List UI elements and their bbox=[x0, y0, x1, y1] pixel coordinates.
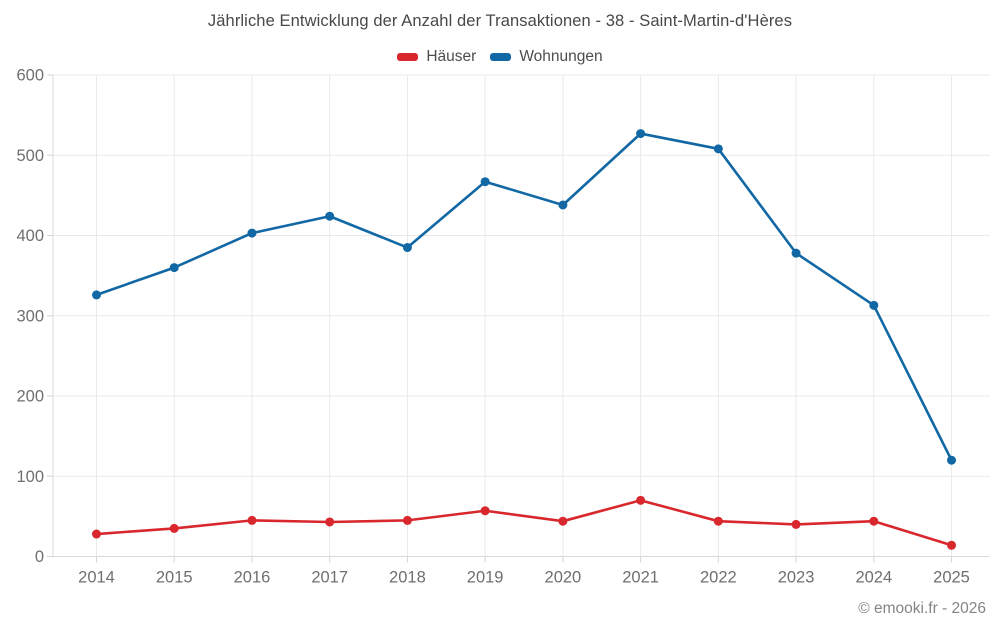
y-tick-label: 100 bbox=[16, 468, 44, 486]
data-point-wohnungen-2015[interactable] bbox=[169, 263, 179, 273]
data-point-häuser-2025[interactable] bbox=[947, 540, 957, 550]
x-tick-label: 2021 bbox=[622, 569, 659, 587]
y-tick-label: 0 bbox=[35, 548, 44, 566]
data-point-häuser-2016[interactable] bbox=[247, 515, 257, 525]
copyright-footer: © emooki.fr - 2026 bbox=[858, 600, 986, 617]
data-point-wohnungen-2017[interactable] bbox=[325, 211, 335, 221]
chart-title: Jährliche Entwicklung der Anzahl der Tra… bbox=[207, 12, 793, 30]
data-point-häuser-2020[interactable] bbox=[558, 516, 568, 526]
data-point-häuser-2015[interactable] bbox=[169, 523, 179, 533]
y-tick-label: 300 bbox=[16, 307, 44, 325]
data-point-häuser-2021[interactable] bbox=[636, 495, 646, 505]
legend-swatch-wohnungen-icon bbox=[490, 53, 512, 61]
data-point-wohnungen-2023[interactable] bbox=[791, 248, 801, 258]
data-point-wohnungen-2016[interactable] bbox=[247, 228, 257, 238]
series-line-wohnungen bbox=[95, 132, 953, 462]
data-point-häuser-2022[interactable] bbox=[713, 516, 723, 526]
x-tick-label: 2015 bbox=[156, 569, 193, 587]
data-point-häuser-2023[interactable] bbox=[791, 519, 801, 529]
data-point-wohnungen-2020[interactable] bbox=[558, 200, 568, 210]
legend-swatch-haeuser-icon bbox=[397, 53, 419, 61]
data-point-häuser-2024[interactable] bbox=[869, 516, 879, 526]
x-tick-label: 2017 bbox=[311, 569, 348, 587]
legend-item-wohnungen[interactable]: Wohnungen bbox=[490, 48, 603, 66]
x-tick-label: 2018 bbox=[389, 569, 426, 587]
x-tick-label: 2019 bbox=[467, 569, 504, 587]
y-tick-label: 200 bbox=[16, 388, 44, 406]
x-tick-label: 2025 bbox=[933, 569, 970, 587]
data-point-häuser-2014[interactable] bbox=[92, 529, 101, 539]
y-tick-label: 500 bbox=[16, 147, 44, 165]
x-tick-label: 2016 bbox=[234, 569, 271, 587]
data-point-wohnungen-2018[interactable] bbox=[402, 243, 412, 253]
legend-item-haeuser[interactable]: Häuser bbox=[397, 48, 476, 66]
data-point-wohnungen-2025[interactable] bbox=[947, 455, 957, 465]
legend-label-wohnungen: Wohnungen bbox=[519, 48, 603, 65]
data-point-häuser-2019[interactable] bbox=[480, 506, 490, 516]
legend-label-haeuser: Häuser bbox=[426, 48, 477, 65]
data-point-wohnungen-2014[interactable] bbox=[92, 290, 101, 300]
x-tick-label: 2014 bbox=[78, 569, 115, 587]
data-point-wohnungen-2021[interactable] bbox=[636, 129, 646, 139]
data-point-häuser-2018[interactable] bbox=[402, 515, 412, 525]
y-tick-label: 600 bbox=[16, 67, 44, 85]
x-tick-label: 2024 bbox=[855, 569, 892, 587]
y-tick-label: 400 bbox=[16, 227, 44, 245]
data-point-häuser-2017[interactable] bbox=[325, 517, 335, 527]
legend: Häuser Wohnungen bbox=[0, 48, 1000, 66]
data-point-wohnungen-2019[interactable] bbox=[480, 177, 490, 187]
series-line-häuser bbox=[95, 499, 953, 547]
x-tick-label: 2020 bbox=[545, 569, 582, 587]
data-point-wohnungen-2022[interactable] bbox=[713, 144, 723, 154]
x-tick-label: 2023 bbox=[778, 569, 815, 587]
x-tick-label: 2022 bbox=[700, 569, 737, 587]
data-point-wohnungen-2024[interactable] bbox=[869, 300, 879, 310]
